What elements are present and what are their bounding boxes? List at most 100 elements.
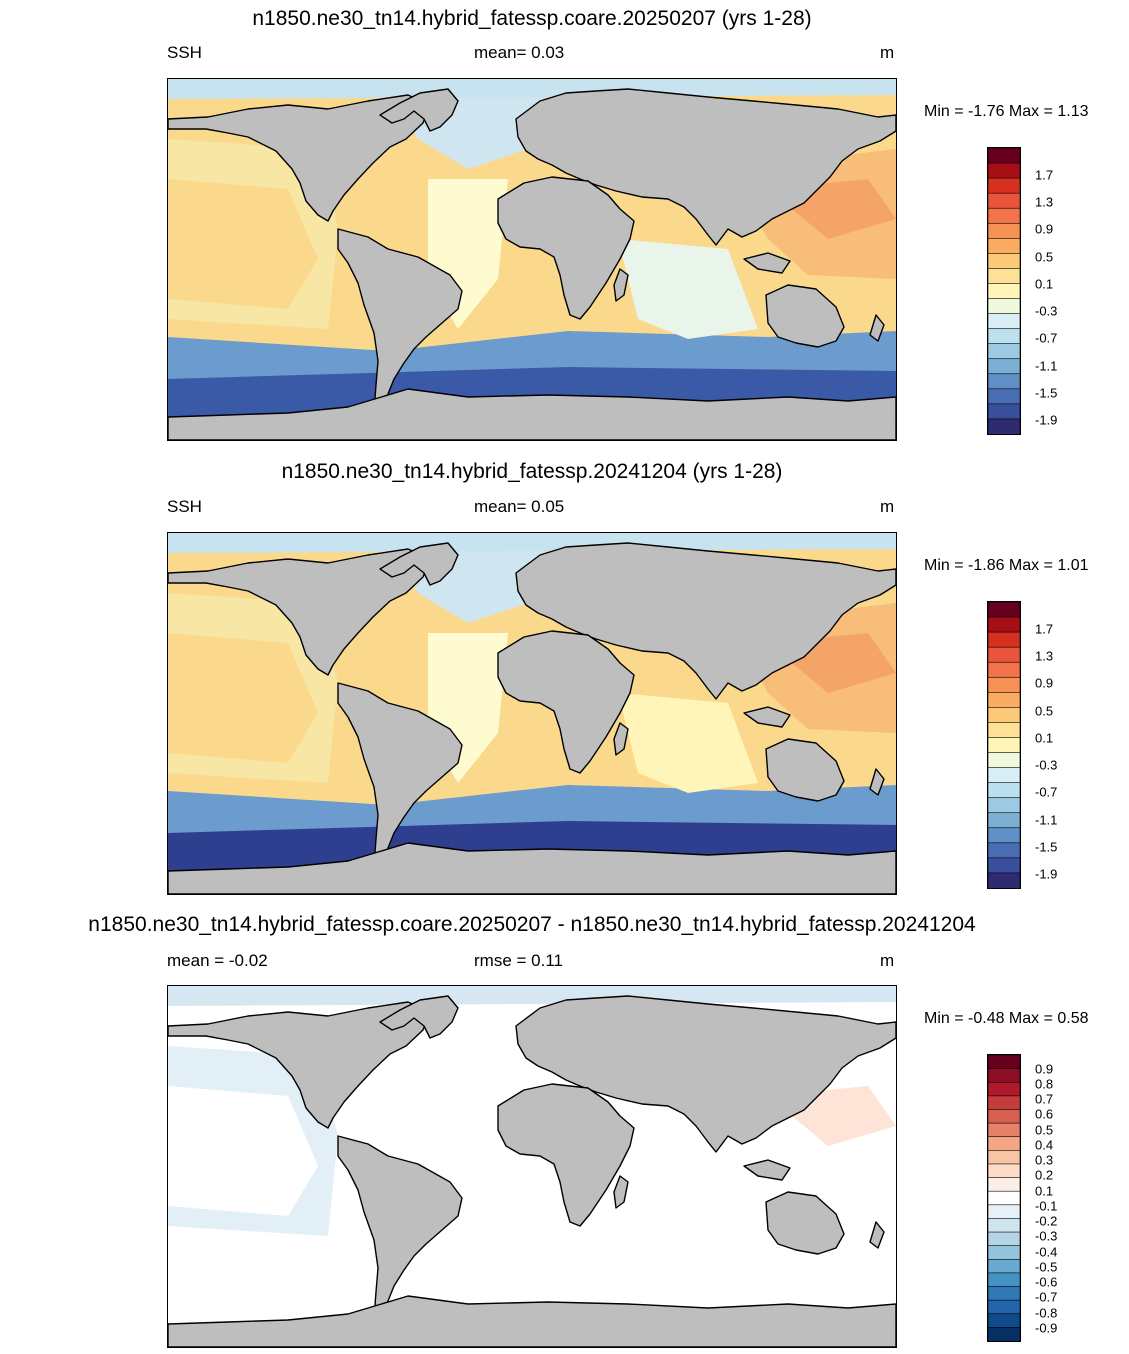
pacific-subtropical-region [168,1086,318,1216]
colorbar-box [988,737,1020,754]
colorbar-tick-label: 0.9 [1035,675,1054,691]
land-mass [337,682,463,868]
colorbar-tick-label: 0.1 [1035,1183,1054,1199]
colorbar-box [988,827,1020,844]
colorbar-box [988,192,1020,210]
colorbar-tick-label: -1.1 [1035,812,1058,828]
colorbar-box [988,207,1020,225]
panel-3-rmse-label: rmse = 0.11 [474,951,563,970]
land-mass [613,268,629,302]
colorbar-box [988,1272,1020,1288]
colorbar-box [988,1136,1020,1152]
colorbar-tick-label: 0.5 [1035,1122,1054,1138]
colorbar-box [988,676,1020,694]
land-mass [168,1001,431,1129]
land-mass [869,1221,885,1249]
land-mass [168,388,896,440]
panel-3-colorbar [987,1054,1021,1342]
land-mass [765,1191,845,1255]
land-mass [168,842,896,894]
colorbar-box [988,1231,1020,1247]
arctic-region [168,986,896,1006]
panel-3-min-max: Min = -0.48 Max = 0.58 [924,1010,1089,1027]
panel-2-variable-label: SSH [167,497,202,516]
colorbar-tick-label: 0.4 [1035,1137,1054,1153]
colorbar-box [988,1299,1020,1315]
colorbar-box [988,1286,1020,1301]
colorbar-box [988,1190,1020,1206]
indian-ocean-region [618,693,758,793]
colorbar-tick-label: 1.3 [1035,648,1054,664]
land-mass [613,1175,629,1209]
colorbar-box [988,1055,1020,1070]
colorbar-tick-label: 0.1 [1035,276,1054,292]
colorbar-box [988,1258,1020,1274]
colorbar-box [988,1081,1020,1097]
colorbar-tick-label: 0.2 [1035,1167,1054,1183]
land-mass [337,228,463,414]
colorbar-box [988,1218,1020,1233]
colorbar-tick-label: 1.7 [1035,167,1054,183]
colorbar-tick-label: -0.3 [1035,1228,1058,1244]
colorbar-tick-label: 1.7 [1035,621,1054,637]
colorbar-tick-label: -0.7 [1035,330,1058,346]
panel-2-mean-label: mean= 0.05 [474,497,565,516]
colorbar-tick-label: 1.3 [1035,194,1054,210]
land-mass [765,738,845,802]
panel-1-min-max: Min = -1.76 Max = 1.13 [924,103,1089,120]
land-mass [869,314,885,342]
colorbar-box [988,797,1020,814]
land-mass [168,1295,896,1347]
colorbar-tick-label: -0.7 [1035,784,1058,800]
panel-1-mean-label: mean= 0.03 [474,43,565,62]
colorbar-box [988,1122,1020,1138]
colorbar-box [988,812,1020,829]
colorbar-tick-label: 0.9 [1035,1061,1054,1077]
panel-2-units-label: m [880,497,895,516]
panel-3-mean-label: mean = -0.02 [167,951,268,970]
colorbar-box [988,343,1020,360]
land-mass [497,630,635,774]
colorbar-box [988,283,1020,300]
colorbar-tick-label: -1.9 [1035,412,1058,428]
pacific-subtropical-region [168,179,318,309]
pacific-subtropical-region [168,633,318,763]
land-mass [337,1135,463,1321]
panel-1-map [167,78,897,441]
colorbar-box [988,238,1020,255]
panel-2-title: n1850.ne30_tn14.hybrid_fatessp.20241204 … [281,460,783,483]
colorbar-tick-label: -1.5 [1035,839,1058,855]
colorbar-tick-label: -0.7 [1035,1289,1058,1305]
colorbar-tick-label: 0.5 [1035,249,1054,265]
land-mass [379,995,459,1039]
land-mass [613,722,629,756]
panel-3-map [167,985,897,1348]
colorbar-tick-label: -0.1 [1035,1198,1058,1214]
southern-ocean-transition [168,331,896,379]
colorbar-box [988,1109,1020,1124]
panel-1-title: n1850.ne30_tn14.hybrid_fatessp.coare.202… [252,7,812,30]
land-mass [379,542,459,586]
colorbar-box [988,1245,1020,1261]
land-mass [168,94,431,222]
colorbar-box [988,692,1020,709]
colorbar-box [988,1068,1020,1084]
arctic-region [168,533,896,553]
colorbar-box [988,177,1020,194]
colorbar-box [988,857,1020,874]
land-mass [168,548,431,676]
colorbar-box [988,872,1020,888]
colorbar-tick-label: 0.5 [1035,703,1054,719]
colorbar-box [988,403,1020,420]
colorbar-box [988,358,1020,375]
colorbar-box [988,661,1020,679]
colorbar-tick-label: -0.8 [1035,1305,1058,1321]
colorbar-box [988,1150,1020,1165]
colorbar-box [988,1163,1020,1179]
colorbar-box [988,616,1020,633]
panel-1-colorbar [987,147,1021,435]
colorbar-tick-label: -0.3 [1035,303,1058,319]
colorbar-box [988,752,1020,769]
colorbar-box [988,418,1020,434]
colorbar-box [988,646,1020,664]
